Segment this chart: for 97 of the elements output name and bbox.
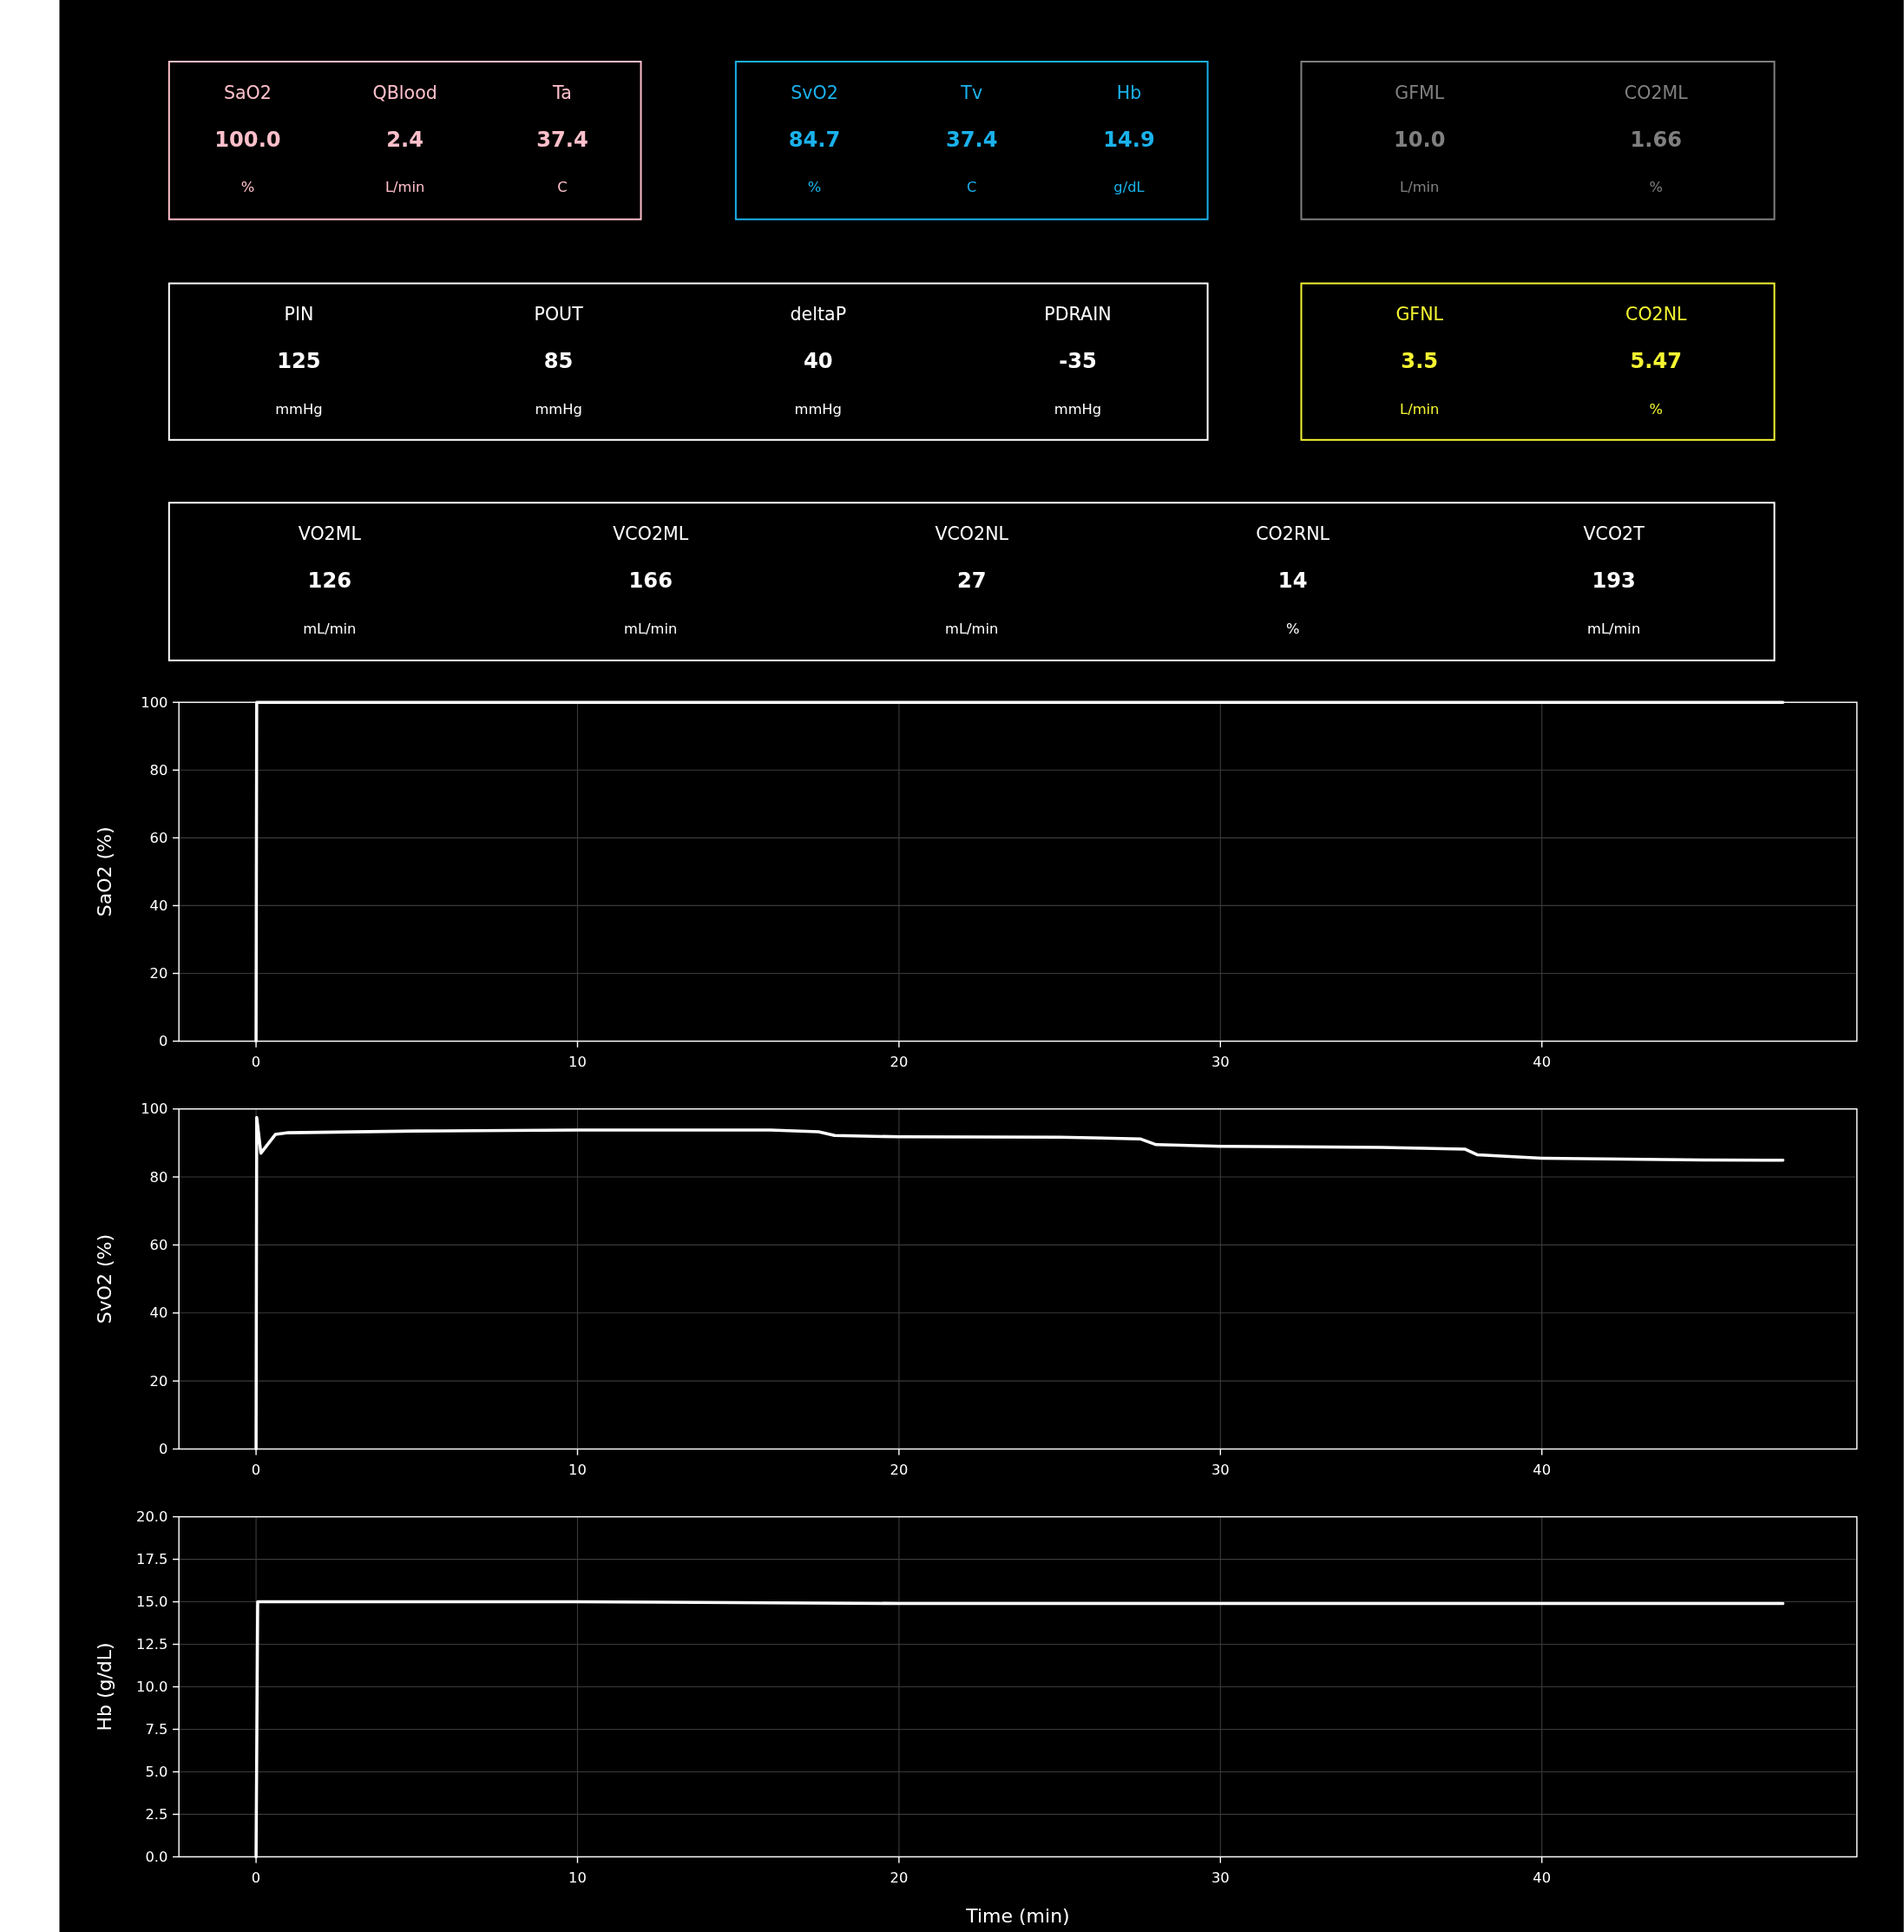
text: 14 xyxy=(1277,568,1308,594)
text: 2.4 xyxy=(386,127,424,152)
y-tick-label: 20.0 xyxy=(136,1508,168,1526)
category-label: Hb xyxy=(1116,82,1142,103)
y-tick-label: 5.0 xyxy=(145,1764,168,1781)
text: 14.9 xyxy=(1103,127,1155,152)
x-tick-label: 0 xyxy=(251,1870,261,1887)
category-label: Ta xyxy=(552,82,572,103)
x-tick-label: 10 xyxy=(568,1870,587,1887)
text: mmHg xyxy=(1054,401,1102,417)
text: 84.7 xyxy=(788,127,841,152)
x-tick-label: 20 xyxy=(890,1462,909,1479)
text: % xyxy=(240,179,255,196)
text: 85 xyxy=(543,349,574,374)
text: g/dL xyxy=(1113,179,1145,196)
y-axis-title: SvO2 (%) xyxy=(94,1233,116,1324)
text: 1.66 xyxy=(1630,127,1683,152)
text: 193 xyxy=(1592,568,1636,594)
x-tick-label: 10 xyxy=(568,1462,587,1479)
y-tick-label: 80 xyxy=(149,761,168,779)
text: % xyxy=(1285,620,1300,637)
text: 3.5 xyxy=(1401,349,1439,374)
category-label: VCO2NL xyxy=(935,522,1009,544)
x-tick-label: 0 xyxy=(251,1054,261,1071)
category-label: PDRAIN xyxy=(1044,304,1112,325)
text: % xyxy=(1649,179,1664,196)
text: 10.0 xyxy=(1393,127,1446,152)
category-label: CO2ML xyxy=(1624,82,1689,103)
x-tick-label: 40 xyxy=(1533,1054,1552,1071)
y-tick-label: 40 xyxy=(149,1304,168,1322)
y-tick-label: 17.5 xyxy=(136,1551,168,1568)
category-label: GFNL xyxy=(1395,304,1444,325)
text: C xyxy=(557,179,568,196)
text: mmHg xyxy=(794,401,842,417)
text: mmHg xyxy=(535,401,582,417)
y-tick-label: 2.5 xyxy=(145,1806,168,1824)
text: mL/min xyxy=(624,620,678,637)
text: mL/min xyxy=(1587,620,1641,637)
category-label: POUT xyxy=(534,304,584,325)
y-tick-label: 20 xyxy=(149,1372,168,1390)
y-tick-label: 100 xyxy=(141,1101,168,1118)
x-tick-label: 30 xyxy=(1211,1054,1230,1071)
text: % xyxy=(807,179,822,196)
category-label: SaO2 xyxy=(223,82,272,103)
text: 37.4 xyxy=(945,127,998,152)
y-tick-label: 60 xyxy=(149,830,168,847)
category-label: VCO2T xyxy=(1583,522,1645,544)
category-label: VCO2ML xyxy=(613,522,689,544)
text: % xyxy=(1649,401,1664,417)
y-tick-label: 15.0 xyxy=(136,1594,168,1611)
text: mL/min xyxy=(303,620,357,637)
category-label: CO2NL xyxy=(1625,304,1688,325)
y-tick-label: 100 xyxy=(141,693,168,711)
y-tick-label: 40 xyxy=(149,897,168,915)
category-label: QBlood xyxy=(372,82,437,103)
y-tick-label: 80 xyxy=(149,1168,168,1186)
text: 126 xyxy=(307,568,351,594)
x-tick-label: 10 xyxy=(568,1054,587,1071)
y-axis-title: Hb (g/dL) xyxy=(94,1642,116,1732)
category-label: SvO2 xyxy=(791,82,838,103)
x-tick-label: 0 xyxy=(251,1462,261,1479)
text: 5.47 xyxy=(1630,349,1683,374)
x-tick-label: 20 xyxy=(890,1054,909,1071)
y-tick-label: 60 xyxy=(149,1237,168,1254)
text: L/min xyxy=(1400,179,1440,196)
text: mL/min xyxy=(945,620,999,637)
y-tick-label: 12.5 xyxy=(136,1636,168,1653)
text: 125 xyxy=(277,349,321,374)
text: 100.0 xyxy=(214,127,281,152)
category-label: PIN xyxy=(284,304,314,325)
y-tick-label: 20 xyxy=(149,965,168,982)
category-label: deltaP xyxy=(790,304,847,325)
text: L/min xyxy=(1400,401,1440,417)
x-tick-label: 40 xyxy=(1533,1462,1552,1479)
x-tick-label: 30 xyxy=(1211,1462,1230,1479)
x-tick-label: 20 xyxy=(890,1870,909,1887)
x-tick-label: 40 xyxy=(1533,1870,1552,1887)
y-tick-label: 0.0 xyxy=(145,1849,168,1866)
category-label: CO2RNL xyxy=(1256,522,1330,544)
category-label: VO2ML xyxy=(298,522,362,544)
y-tick-label: 0 xyxy=(159,1441,168,1458)
text: 166 xyxy=(628,568,673,594)
y-axis-title: SaO2 (%) xyxy=(94,826,116,917)
x-tick-label: 30 xyxy=(1211,1870,1230,1887)
x-axis-title: Time (min) xyxy=(965,1904,1070,1927)
y-tick-label: 10.0 xyxy=(136,1679,168,1696)
y-tick-label: 7.5 xyxy=(145,1721,168,1738)
text: L/min xyxy=(385,179,425,196)
category-label: GFML xyxy=(1395,82,1445,103)
category-label: Tv xyxy=(960,82,983,103)
text: 40 xyxy=(804,349,833,374)
text: mmHg xyxy=(275,401,323,417)
text: 27 xyxy=(956,568,987,594)
text: C xyxy=(967,179,977,196)
text: 37.4 xyxy=(536,127,588,152)
text: -35 xyxy=(1059,349,1097,374)
y-tick-label: 0 xyxy=(159,1033,168,1050)
